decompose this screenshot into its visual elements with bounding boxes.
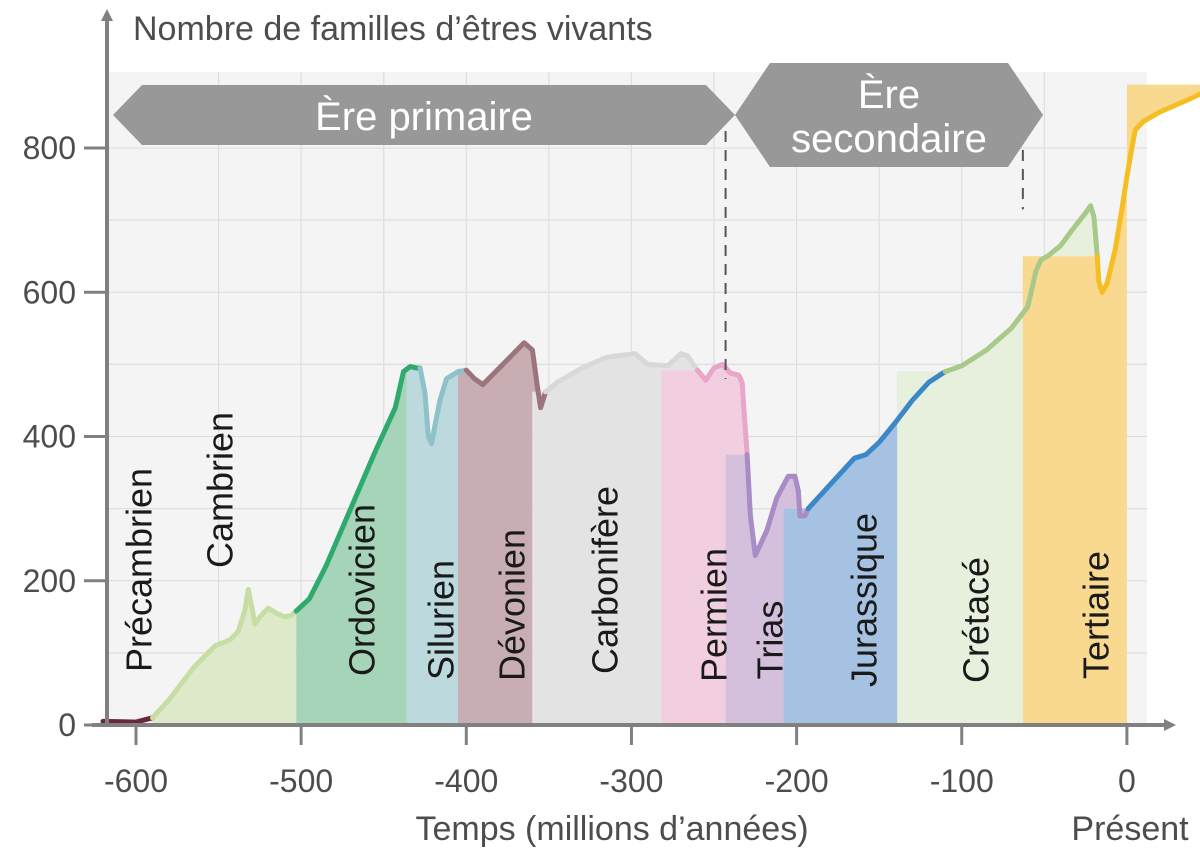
y-tick-label: 200 [23, 563, 76, 599]
period-label-precambrien: Précambrien [119, 468, 160, 672]
period-label-trias: Trias [750, 601, 791, 680]
period-label-jurassique: Jurassique [844, 513, 885, 687]
x-tick-label: -500 [269, 763, 333, 799]
era-label-secondaire-line1: Ère [858, 72, 920, 117]
x-tick-label: -600 [104, 763, 168, 799]
x-tick-label: -400 [434, 763, 498, 799]
x-axis-title: Temps (millions d’années) [415, 810, 808, 848]
y-tick-label: 800 [23, 130, 76, 166]
period-label-ordovicien: Ordovicien [342, 504, 383, 676]
period-label-silurien: Silurien [421, 560, 462, 680]
period-label-cretace: Crétacé [956, 557, 997, 683]
y-tick-label: 0 [58, 707, 76, 743]
y-axis-title: Nombre de familles d’êtres vivants [133, 10, 653, 48]
x-tick-label: -300 [599, 763, 663, 799]
x-tick-label: 0 [1118, 763, 1136, 799]
era-label-primaire: Ère primaire [315, 94, 533, 139]
period-label-cambrien: Cambrien [200, 412, 241, 568]
x-tick-label: -200 [765, 763, 829, 799]
period-label-carbonifere: Carbonifère [585, 486, 626, 674]
period-label-devonien: Dévonien [492, 529, 533, 681]
x-tick-label: -100 [930, 763, 994, 799]
y-tick-label: 400 [23, 419, 76, 455]
period-label-tertiaire: Tertiaire [1076, 551, 1117, 679]
y-tick-label: 600 [23, 274, 76, 310]
era-label-secondaire-line2: secondaire [791, 117, 987, 161]
present-label: Présent [1071, 810, 1189, 848]
period-label-permien: Permien [694, 548, 735, 682]
